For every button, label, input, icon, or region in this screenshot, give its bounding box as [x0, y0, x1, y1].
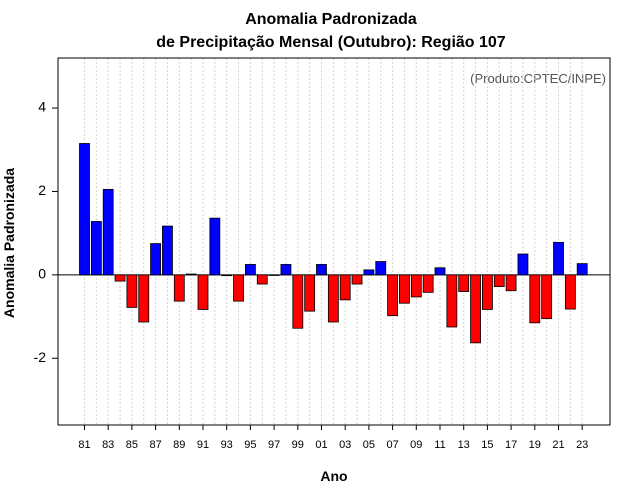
bar-11: [434, 267, 446, 276]
x-tick-label: 21: [552, 439, 564, 451]
bar-14: [470, 274, 481, 344]
bar-81: [79, 143, 90, 276]
bar-00: [304, 274, 316, 312]
bar-16: [493, 274, 505, 287]
bar-85: [126, 274, 138, 308]
bar-21: [553, 241, 564, 276]
bar-20: [541, 274, 553, 320]
bar-09: [410, 274, 422, 298]
x-tick-label: 85: [126, 439, 138, 451]
bars: [79, 143, 588, 344]
bar-01: [316, 264, 327, 276]
bar-02: [327, 274, 339, 323]
y-axis-label: Anomalia Padronizada: [1, 168, 17, 318]
bar-93: [221, 274, 233, 277]
bar-89: [173, 274, 185, 302]
bar-17: [505, 274, 517, 292]
x-tick-label: 03: [339, 439, 351, 451]
x-tick-label: 83: [102, 439, 114, 451]
bar-04: [351, 274, 363, 285]
x-tick-label: 95: [244, 439, 256, 451]
bar-95: [244, 264, 256, 276]
x-tick-label: 11: [434, 439, 445, 451]
bar-22: [564, 274, 576, 310]
y-tick-label: 4: [38, 99, 46, 115]
y-tick-label: 0: [38, 266, 46, 282]
bar-05: [363, 269, 375, 276]
x-tick-label: 13: [458, 439, 470, 451]
x-tick-label: 07: [386, 439, 398, 451]
x-tick-label: 99: [292, 439, 304, 451]
x-tick-label: 93: [221, 439, 233, 451]
x-tick-label: 17: [505, 439, 517, 451]
x-tick-label: 23: [576, 439, 588, 451]
bar-07: [387, 274, 399, 317]
bar-23: [576, 263, 588, 276]
x-tick-label: 87: [149, 439, 161, 451]
y-axis: -2 0 2 4: [34, 99, 58, 365]
x-tick-label: 05: [363, 439, 375, 451]
bar-18: [517, 253, 529, 276]
bar-19: [529, 274, 541, 324]
bar-15: [481, 274, 493, 310]
bar-92: [209, 217, 221, 276]
bar-86: [138, 274, 150, 323]
bar-96: [256, 274, 268, 285]
x-tick-label: 91: [197, 439, 209, 451]
bar-98: [280, 264, 292, 276]
x-tick-label: 09: [410, 439, 422, 451]
y-tick-label: -2: [34, 349, 47, 365]
bar-10: [422, 274, 434, 293]
bar-97: [268, 274, 280, 276]
vertical-gridlines: [84, 58, 583, 425]
bar-99: [292, 274, 304, 329]
bar-90: [185, 273, 197, 276]
x-tick-label: 01: [315, 439, 327, 451]
bar-03: [339, 274, 351, 301]
bar-88: [162, 225, 173, 276]
plot-frame: [57, 57, 611, 426]
x-axis-label: Ano: [320, 468, 347, 484]
chart-title-line2: de Precipitação Mensal (Outubro): Região…: [156, 34, 506, 51]
x-axis: 81 83 85 87 89 91 93 95 97 99 01 03 05 07 09 11 13 15 17 19…: [78, 425, 588, 451]
bar-91: [197, 274, 209, 310]
bar-83: [102, 188, 114, 276]
bar-84: [114, 274, 126, 282]
x-tick-label: 97: [268, 439, 280, 451]
y-tick-label: 2: [38, 182, 46, 198]
x-tick-label: 15: [481, 439, 493, 451]
bar-82: [90, 221, 102, 276]
x-tick-label: 89: [173, 439, 185, 451]
chart-title-line1: Anomalia Padronizada: [245, 11, 417, 28]
bar-87: [150, 243, 162, 276]
bar-06: [375, 261, 387, 276]
x-tick-label: 19: [529, 439, 541, 451]
bar-12: [446, 274, 458, 328]
bar-94: [233, 274, 244, 302]
bar-13: [458, 274, 470, 292]
product-credit: (Produto:CPTEC/INPE): [470, 71, 606, 86]
bar-08: [399, 274, 410, 304]
x-tick-label: 81: [78, 439, 90, 451]
